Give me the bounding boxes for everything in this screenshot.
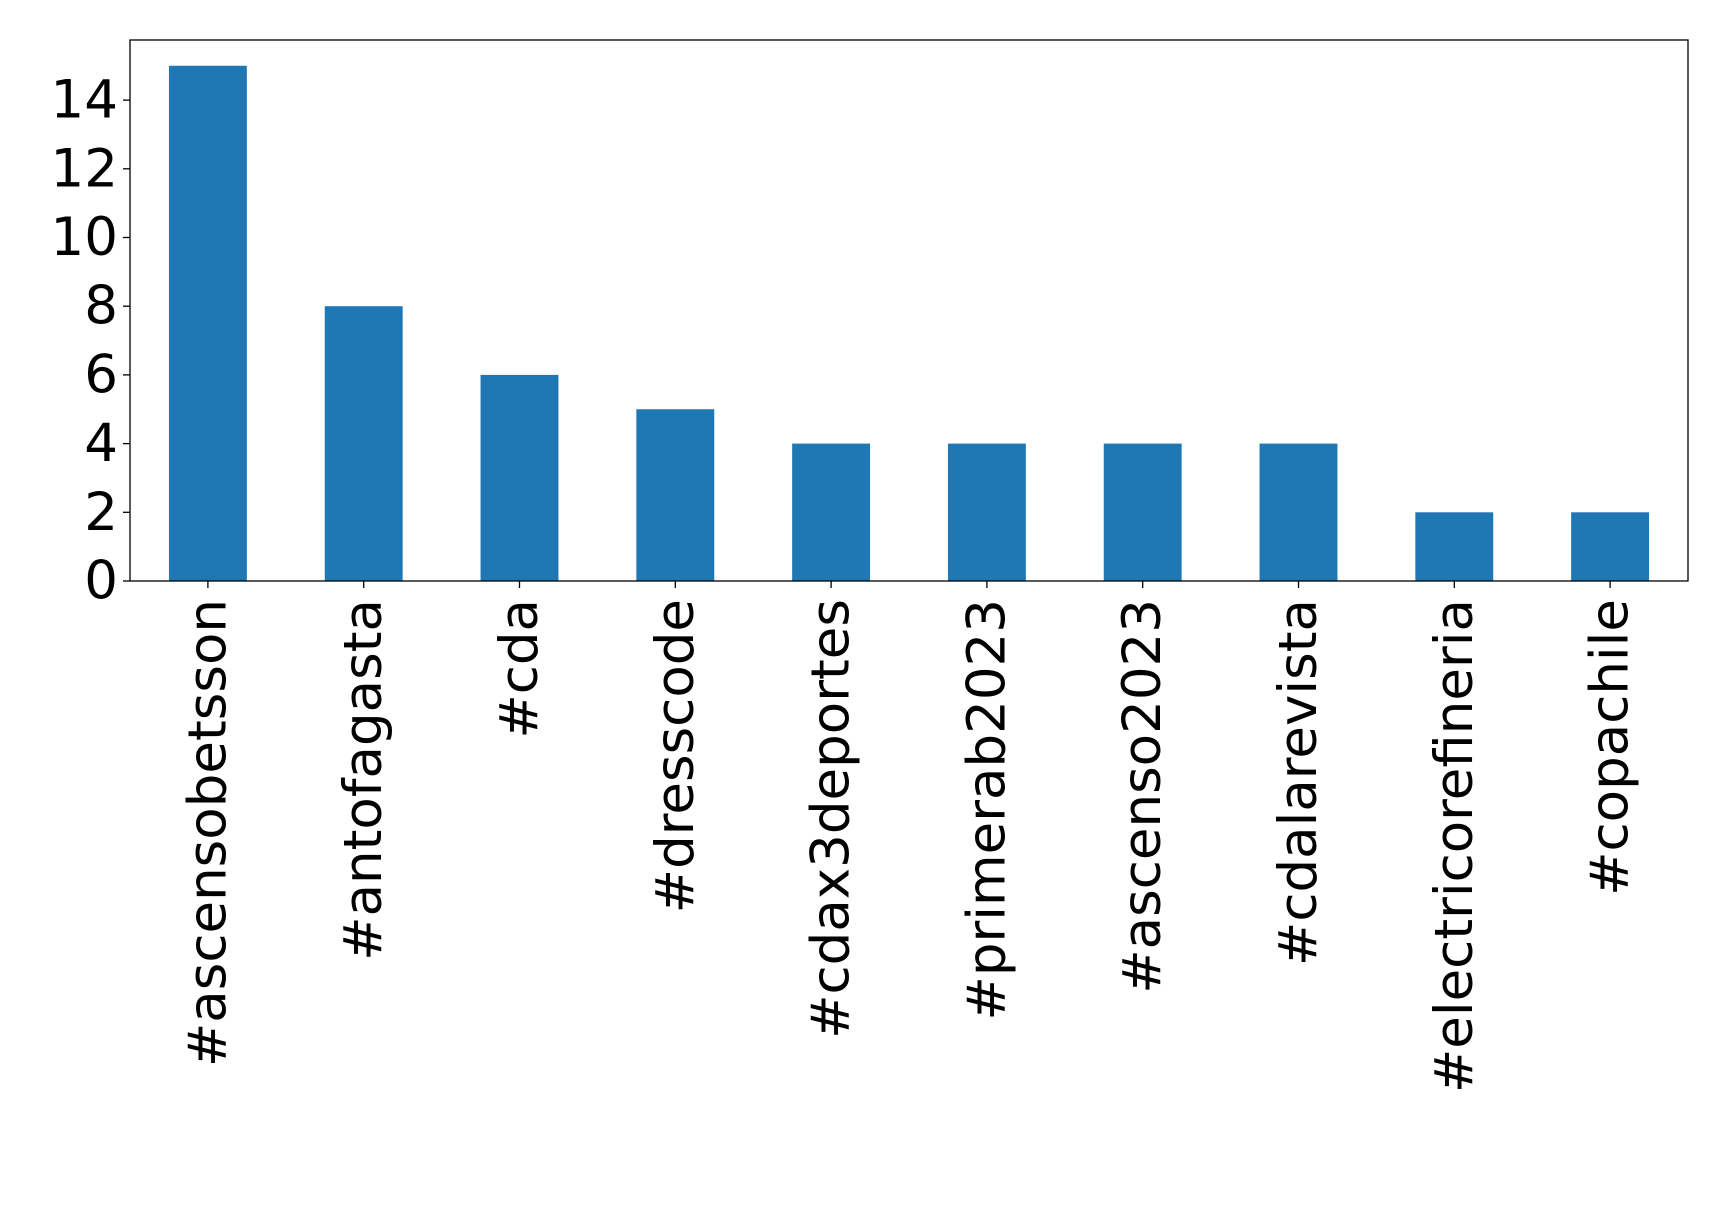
x-tick-label: #ascensobetsson bbox=[177, 599, 238, 1067]
y-tick-label: 2 bbox=[84, 482, 118, 543]
bar bbox=[1415, 512, 1494, 581]
x-tick-label: #antofagasta bbox=[333, 599, 394, 961]
x-tick-label: #dresscode bbox=[645, 599, 706, 913]
y-tick-label: 6 bbox=[84, 344, 118, 405]
bar bbox=[792, 443, 871, 581]
y-tick-label: 10 bbox=[51, 207, 118, 268]
x-tick-label: #copachile bbox=[1580, 599, 1641, 896]
y-axis: 0 2 4 6 8 10 12 14 bbox=[51, 70, 130, 612]
x-tick-label: #primerab2023 bbox=[956, 599, 1017, 1021]
bar bbox=[324, 306, 403, 581]
bar bbox=[1259, 443, 1338, 581]
y-tick-label: 0 bbox=[84, 551, 118, 612]
y-tick-label: 12 bbox=[51, 138, 118, 199]
x-tick-label: #cdalarevista bbox=[1268, 599, 1329, 966]
bar bbox=[168, 65, 247, 581]
x-tick-label: #cdax3deportes bbox=[801, 599, 862, 1039]
bar bbox=[636, 409, 715, 581]
bar bbox=[480, 374, 559, 581]
bar bbox=[1571, 512, 1650, 581]
y-tick-label: 8 bbox=[84, 276, 118, 337]
x-axis: #ascensobetsson #antofagasta #cda #dresscod… bbox=[177, 581, 1641, 1093]
y-tick-label: 14 bbox=[51, 70, 118, 131]
plot-frame bbox=[129, 39, 1689, 582]
x-tick-label: #cda bbox=[489, 599, 550, 739]
x-tick-label: #ascenso2023 bbox=[1112, 599, 1173, 994]
y-tick-label: 4 bbox=[84, 413, 118, 474]
bar bbox=[1103, 443, 1182, 581]
bar bbox=[947, 443, 1026, 581]
bars-group bbox=[168, 65, 1650, 581]
x-tick-label: #electricorefineria bbox=[1424, 599, 1485, 1093]
